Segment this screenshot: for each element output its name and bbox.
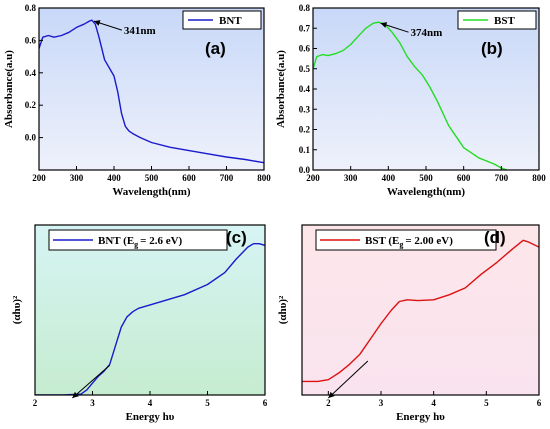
y-axis-label: Absorbance(a.u) bbox=[275, 50, 287, 128]
y-tick-label: 0.2 bbox=[25, 100, 37, 110]
x-tick-label: 500 bbox=[419, 173, 433, 183]
legend-label: BST bbox=[494, 15, 515, 27]
series-line-bnt bbox=[35, 242, 265, 395]
x-tick-label: 3 bbox=[90, 398, 95, 408]
legend-box bbox=[315, 229, 497, 251]
x-tick-label: 2 bbox=[326, 398, 331, 408]
panel-d: 2 3 4 5 6 Energy hυ (αhυ)² BST (Eg = 2.00 eV) (d) bbox=[277, 224, 542, 423]
x-axis-label: Energy hυ bbox=[396, 411, 445, 423]
x-tick-label: 700 bbox=[220, 173, 234, 183]
peak-arrow bbox=[380, 22, 409, 33]
y-axis-label: (αhυ)² bbox=[277, 295, 289, 324]
panel-a: 341nm 200 300 400 500 600 700 800 0.0 0.2 0.4 0.6 0.… bbox=[3, 3, 271, 198]
x-tick-label: 4 bbox=[148, 398, 153, 408]
tangent-arrow bbox=[327, 360, 369, 399]
y-tick-label: 0.3 bbox=[299, 104, 311, 114]
x-tick-label: 200 bbox=[306, 173, 320, 183]
x-tick-label: 5 bbox=[205, 398, 210, 408]
peak-label: 341nm bbox=[124, 25, 156, 37]
tangent-arrow bbox=[72, 364, 111, 399]
x-tick-label: 400 bbox=[382, 173, 396, 183]
x-tick-label: 300 bbox=[70, 173, 84, 183]
y-tick-label: 0.0 bbox=[299, 165, 311, 175]
series-line-bnt bbox=[39, 19, 264, 164]
x-tick-label: 2 bbox=[33, 398, 38, 408]
x-tick-label: 700 bbox=[495, 173, 509, 183]
x-tick-label: 300 bbox=[344, 173, 358, 183]
x-tick-label: 3 bbox=[379, 398, 384, 408]
x-tick-label: 500 bbox=[145, 173, 159, 183]
x-tick-label: 4 bbox=[431, 398, 436, 408]
legend-box bbox=[182, 10, 262, 30]
plot-background bbox=[313, 8, 539, 170]
y-tick-label: 0.1 bbox=[299, 145, 311, 155]
x-tick-label: 600 bbox=[457, 173, 471, 183]
x-tick-label: 6 bbox=[537, 398, 542, 408]
y-tick-label: 0.0 bbox=[25, 133, 37, 143]
panel-c: 2 3 4 5 6 Energy hυ (αhυ)² BNT (Eg = 2.6 eV) (c) bbox=[11, 224, 268, 423]
y-tick-label: 0.4 bbox=[299, 84, 311, 94]
x-axis-label: Energy hυ bbox=[126, 411, 175, 423]
y-tick-label: 0.8 bbox=[25, 3, 37, 13]
y-tick-label: 0.5 bbox=[299, 64, 311, 74]
x-tick-label: 400 bbox=[107, 173, 121, 183]
panel-b: 374nm 200 300 400 500 600 700 800 0.0 0.1 0.2 0.3 0.… bbox=[275, 3, 546, 198]
panel-letter: (a) bbox=[205, 39, 226, 58]
x-axis-label: Wavelength(nm) bbox=[387, 186, 466, 198]
panel-letter: (d) bbox=[484, 228, 506, 247]
y-tick-label: 0.2 bbox=[299, 125, 311, 135]
panel-letter: (c) bbox=[226, 228, 247, 247]
peak-label: 374nm bbox=[411, 27, 443, 39]
legend-label: BNT (Eg = 2.6 eV) bbox=[98, 235, 183, 249]
plot-frame bbox=[301, 224, 540, 396]
y-tick-label: 0.8 bbox=[299, 3, 311, 13]
x-tick-label: 600 bbox=[182, 173, 196, 183]
y-tick-label: 0.7 bbox=[299, 23, 311, 33]
peak-arrow bbox=[93, 20, 123, 31]
legend-label: BNT bbox=[219, 15, 242, 27]
x-tick-label: 800 bbox=[532, 173, 546, 183]
y-tick-label: 0.6 bbox=[25, 35, 37, 45]
y-tick-label: 0.4 bbox=[25, 68, 37, 78]
plot-background bbox=[35, 225, 265, 395]
x-tick-label: 800 bbox=[257, 173, 271, 183]
series-line-bst bbox=[302, 239, 539, 383]
x-axis-label: Wavelength(nm) bbox=[112, 186, 191, 198]
series-line-bst bbox=[313, 21, 508, 170]
y-axis-label: Absorbance(a.u) bbox=[3, 50, 15, 128]
plot-background bbox=[302, 225, 539, 395]
y-tick-label: 0.6 bbox=[299, 44, 311, 54]
x-tick-label: 200 bbox=[32, 173, 46, 183]
legend-box bbox=[457, 10, 537, 30]
legend-box bbox=[48, 229, 228, 251]
x-tick-label: 5 bbox=[484, 398, 489, 408]
legend-label: BST (Eg = 2.00 eV) bbox=[365, 235, 453, 249]
y-axis-label: (αhυ)² bbox=[11, 295, 23, 324]
x-tick-label: 6 bbox=[263, 398, 268, 408]
panel-letter: (b) bbox=[481, 39, 503, 58]
